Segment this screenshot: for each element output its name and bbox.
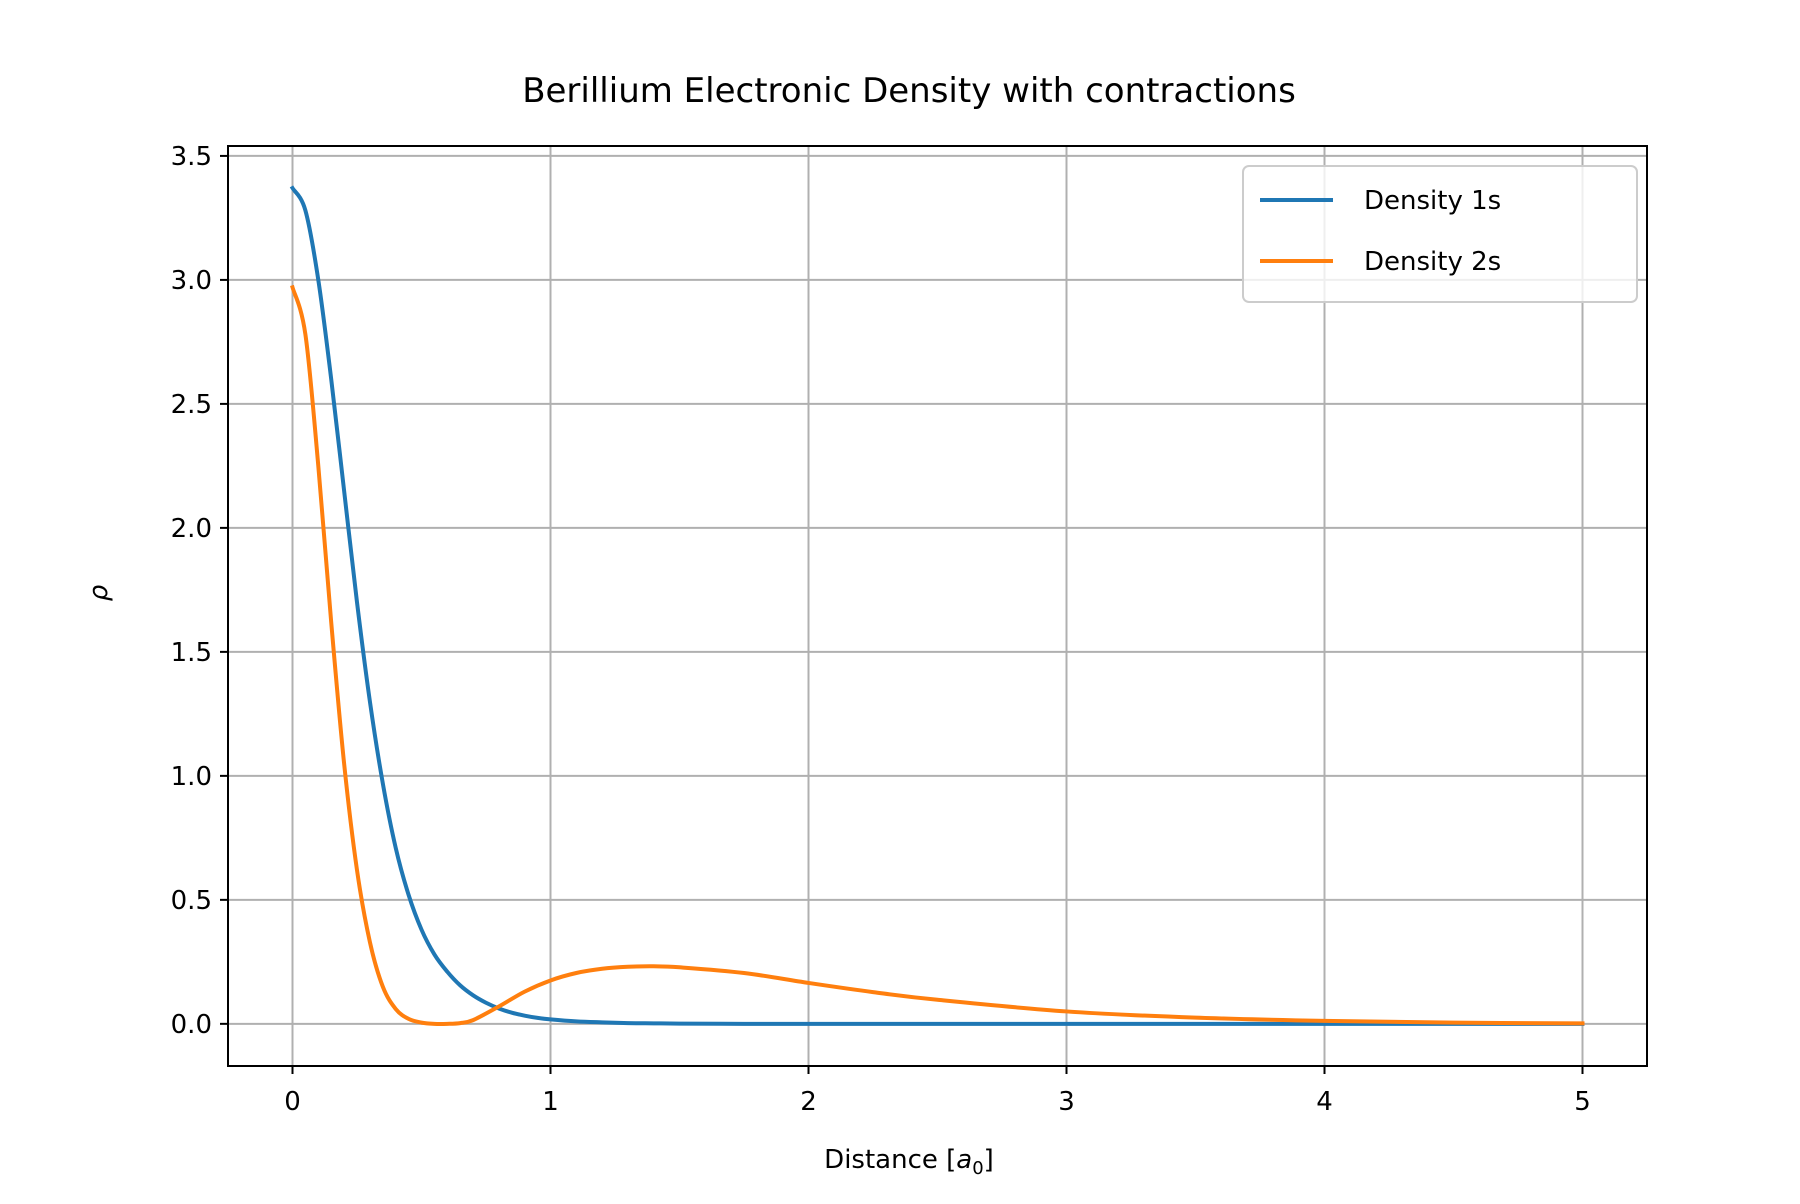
chart-title: Berillium Electronic Density with contra… bbox=[522, 71, 1296, 111]
y-tick-label: 0.0 bbox=[171, 1010, 212, 1040]
x-tick-label: 2 bbox=[800, 1087, 817, 1117]
x-tick-label: 1 bbox=[542, 1087, 559, 1117]
x-tick-label: 0 bbox=[284, 1087, 301, 1117]
legend-label-density-2s: Density 2s bbox=[1364, 247, 1501, 277]
series-lines bbox=[289, 185, 1585, 1026]
y-tick-label: 2.0 bbox=[171, 514, 212, 544]
y-tick-label: 1.0 bbox=[171, 762, 212, 792]
x-axis-unit-symbol: a bbox=[956, 1145, 972, 1175]
x-axis-title: Distance [a0] bbox=[824, 1145, 994, 1179]
legend: Density 1s Density 2s bbox=[1242, 165, 1638, 303]
grid-lines bbox=[228, 146, 1647, 1066]
x-axis-title-close-bracket: ] bbox=[984, 1145, 994, 1175]
y-tick-label: 3.5 bbox=[171, 142, 212, 172]
x-tick-label: 5 bbox=[1574, 1087, 1591, 1117]
legend-label-density-1s: Density 1s bbox=[1364, 186, 1501, 216]
y-tick-label: 3.0 bbox=[171, 266, 212, 296]
y-tick-label: 2.5 bbox=[171, 390, 212, 420]
y-tick-label: 0.5 bbox=[171, 886, 212, 916]
plot-frame bbox=[227, 145, 1648, 1067]
x-tick-label: 3 bbox=[1058, 1087, 1075, 1117]
series-line-density-2s bbox=[290, 284, 1585, 1026]
y-tick-label: 1.5 bbox=[171, 638, 212, 668]
series-line-density-1s bbox=[289, 185, 1585, 1026]
x-tick-label: 4 bbox=[1316, 1087, 1333, 1117]
y-axis-title: ρ bbox=[84, 584, 114, 601]
x-axis-title-text: Distance bbox=[824, 1145, 938, 1175]
axis-ticks: 0 1 2 3 4 5 0.0 0.5 1.0 1.5 2.0 2.5 3.0 3.5 bbox=[171, 142, 1591, 1117]
legend-box bbox=[1242, 165, 1638, 303]
x-axis-unit-subscript: 0 bbox=[972, 1158, 983, 1179]
